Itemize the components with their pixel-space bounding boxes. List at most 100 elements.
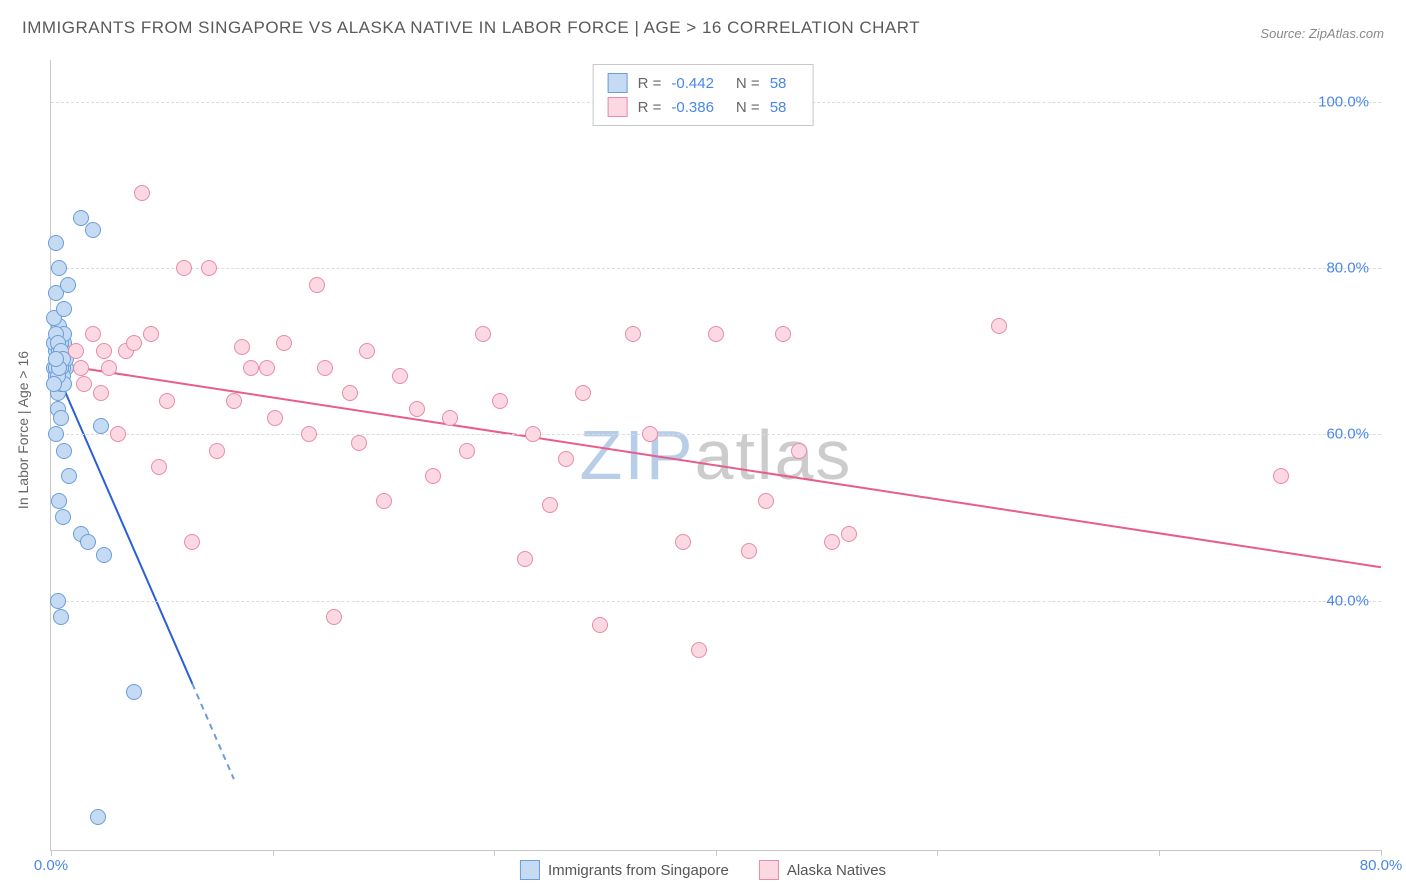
legend-row-series-2: R = -0.386 N = 58 bbox=[608, 95, 799, 119]
source-label: Source: bbox=[1260, 26, 1305, 41]
scatter-point bbox=[96, 343, 112, 359]
source-value: ZipAtlas.com bbox=[1309, 26, 1384, 41]
x-minor-tick bbox=[716, 850, 717, 856]
scatter-point bbox=[691, 642, 707, 658]
scatter-point bbox=[542, 497, 558, 513]
y-tick-label: 60.0% bbox=[1326, 426, 1369, 443]
scatter-point bbox=[96, 547, 112, 563]
x-tick-label: 0.0% bbox=[34, 857, 68, 874]
scatter-point bbox=[159, 393, 175, 409]
legend-label-1: Immigrants from Singapore bbox=[548, 862, 729, 879]
scatter-point bbox=[53, 609, 69, 625]
scatter-point bbox=[475, 326, 491, 342]
scatter-point bbox=[708, 326, 724, 342]
scatter-point bbox=[176, 260, 192, 276]
x-tick-label: 80.0% bbox=[1360, 857, 1403, 874]
scatter-point bbox=[1273, 468, 1289, 484]
scatter-point bbox=[60, 277, 76, 293]
scatter-point bbox=[758, 493, 774, 509]
scatter-point bbox=[575, 385, 591, 401]
scatter-point bbox=[317, 360, 333, 376]
y-tick-label: 40.0% bbox=[1326, 592, 1369, 609]
scatter-plot-area: ZIPatlas 40.0%60.0%80.0%100.0%0.0%80.0% bbox=[50, 60, 1381, 851]
gridline-h bbox=[51, 601, 1381, 602]
x-minor-tick bbox=[273, 850, 274, 856]
scatter-point bbox=[50, 593, 66, 609]
scatter-point bbox=[48, 235, 64, 251]
y-tick-label: 100.0% bbox=[1318, 93, 1369, 110]
scatter-point bbox=[93, 418, 109, 434]
series-legend: Immigrants from Singapore Alaska Natives bbox=[520, 860, 886, 880]
scatter-point bbox=[209, 443, 225, 459]
scatter-point bbox=[126, 684, 142, 700]
scatter-point bbox=[741, 543, 757, 559]
scatter-point bbox=[226, 393, 242, 409]
watermark-zip: ZIP bbox=[580, 416, 695, 494]
scatter-point bbox=[184, 534, 200, 550]
scatter-point bbox=[53, 410, 69, 426]
scatter-point bbox=[101, 360, 117, 376]
r-label-1: R = bbox=[638, 75, 662, 92]
legend-swatch-1 bbox=[608, 73, 628, 93]
scatter-point bbox=[525, 426, 541, 442]
legend-swatch-series-2 bbox=[759, 860, 779, 880]
scatter-point bbox=[68, 343, 84, 359]
legend-item-2: Alaska Natives bbox=[759, 860, 886, 880]
scatter-point bbox=[492, 393, 508, 409]
x-minor-tick bbox=[51, 850, 52, 856]
scatter-point bbox=[425, 468, 441, 484]
legend-swatch-2 bbox=[608, 97, 628, 117]
scatter-point bbox=[841, 526, 857, 542]
trendlines-layer bbox=[51, 60, 1381, 850]
scatter-point bbox=[675, 534, 691, 550]
scatter-point bbox=[56, 443, 72, 459]
scatter-point bbox=[376, 493, 392, 509]
scatter-point bbox=[110, 426, 126, 442]
scatter-point bbox=[259, 360, 275, 376]
x-minor-tick bbox=[1381, 850, 1382, 856]
scatter-point bbox=[301, 426, 317, 442]
legend-swatch-series-1 bbox=[520, 860, 540, 880]
x-minor-tick bbox=[494, 850, 495, 856]
scatter-point bbox=[143, 326, 159, 342]
scatter-point bbox=[90, 809, 106, 825]
scatter-point bbox=[517, 551, 533, 567]
scatter-point bbox=[309, 277, 325, 293]
scatter-point bbox=[459, 443, 475, 459]
chart-title: IMMIGRANTS FROM SINGAPORE VS ALASKA NATI… bbox=[22, 18, 920, 38]
scatter-point bbox=[267, 410, 283, 426]
n-label-1: N = bbox=[736, 75, 760, 92]
scatter-point bbox=[991, 318, 1007, 334]
scatter-point bbox=[85, 222, 101, 238]
scatter-point bbox=[151, 459, 167, 475]
legend-item-1: Immigrants from Singapore bbox=[520, 860, 729, 880]
x-minor-tick bbox=[1159, 850, 1160, 856]
scatter-point bbox=[55, 509, 71, 525]
scatter-point bbox=[642, 426, 658, 442]
scatter-point bbox=[243, 360, 259, 376]
x-minor-tick bbox=[937, 850, 938, 856]
scatter-point bbox=[201, 260, 217, 276]
scatter-point bbox=[276, 335, 292, 351]
scatter-point bbox=[342, 385, 358, 401]
y-axis-label: In Labor Force | Age > 16 bbox=[15, 351, 31, 509]
n-value-1: 58 bbox=[770, 75, 787, 92]
scatter-point bbox=[61, 468, 77, 484]
correlation-legend: R = -0.442 N = 58 R = -0.386 N = 58 bbox=[593, 64, 814, 126]
r-label-2: R = bbox=[638, 99, 662, 116]
r-value-1: -0.442 bbox=[671, 75, 714, 92]
source-attribution: Source: ZipAtlas.com bbox=[1260, 26, 1384, 41]
scatter-point bbox=[824, 534, 840, 550]
scatter-point bbox=[76, 376, 92, 392]
scatter-point bbox=[775, 326, 791, 342]
scatter-point bbox=[51, 493, 67, 509]
scatter-point bbox=[134, 185, 150, 201]
legend-label-2: Alaska Natives bbox=[787, 862, 886, 879]
scatter-point bbox=[442, 410, 458, 426]
scatter-point bbox=[126, 335, 142, 351]
n-value-2: 58 bbox=[770, 99, 787, 116]
scatter-point bbox=[592, 617, 608, 633]
scatter-point bbox=[234, 339, 250, 355]
scatter-point bbox=[625, 326, 641, 342]
gridline-h bbox=[51, 268, 1381, 269]
